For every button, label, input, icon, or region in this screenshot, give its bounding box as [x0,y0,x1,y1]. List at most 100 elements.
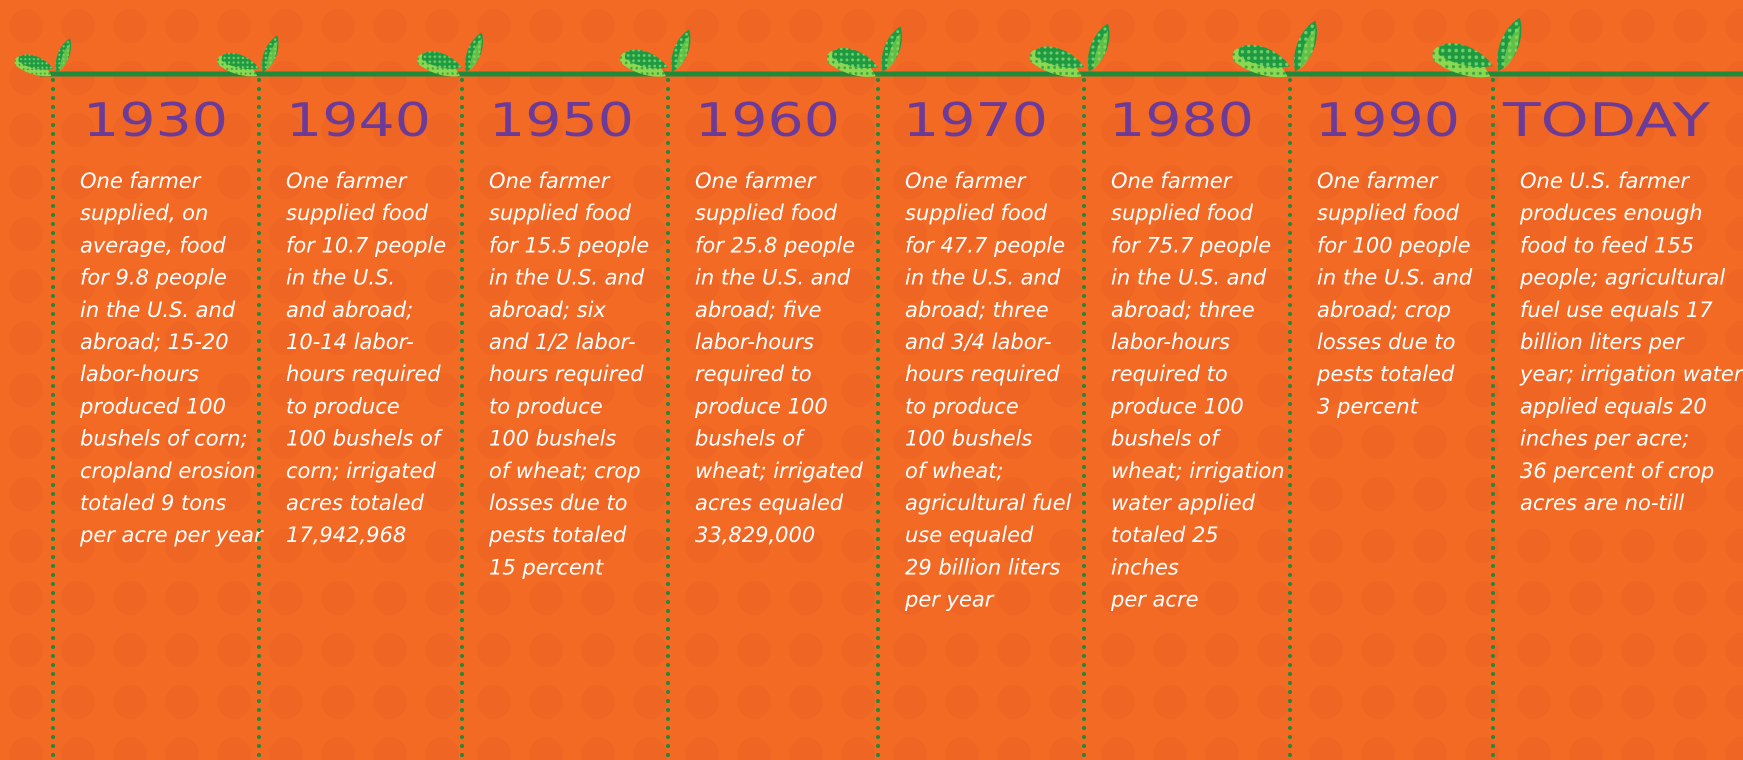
description-line: losses due to [1317,330,1455,354]
description-line: acres equaled [695,491,844,515]
description-line: 100 bushels [489,427,616,451]
description-line: abroad; crop [1317,298,1451,322]
description-line: year; irrigation water [1519,362,1743,386]
description-line: per acre per year [79,523,264,547]
description-line: bushels of corn; [80,427,248,451]
description-line: produces enough [1519,201,1703,225]
year-heading: 1970 [903,93,1048,147]
description-line: produced 100 [79,394,226,418]
description-line: 29 billion liters [905,555,1060,579]
description-line: applied equals 20 [1520,394,1707,418]
description-line: inches [1111,555,1179,579]
description-line: acres totaled [286,491,425,515]
description-line: abroad; five [695,298,822,322]
description-line: bushels of [695,427,806,451]
description-line: inches per acre; [1520,427,1689,451]
description-line: and 1/2 labor- [489,330,636,354]
description-line: labor-hours [80,362,199,386]
description-line: required to [695,362,812,386]
description-line: acres are no-till [1520,491,1684,515]
description-line: totaled 9 tons [80,491,226,515]
description-line: abroad; six [489,298,606,322]
description-line: required to [1111,362,1228,386]
description-line: for 75.7 people [1111,233,1271,257]
description-line: average, food [80,233,226,257]
description-line: produce 100 [1110,394,1244,418]
description-line: supplied, on [80,201,208,225]
description-line: supplied food [286,201,429,225]
description-line: 17,942,968 [286,523,406,547]
description-line: in the U.S. and [489,266,645,290]
description-line: and abroad; [286,298,413,322]
description-line: One farmer [695,169,817,193]
description-line: for 47.7 people [905,233,1065,257]
description-line: fuel use equals 17 [1520,298,1713,322]
description-line: bushels of [1111,427,1222,451]
description-line: cropland erosion [80,459,256,483]
description-line: in the U.S. and [1317,266,1473,290]
description-line: labor-hours [695,330,814,354]
description-line: of wheat; [905,459,1004,483]
description-line: 3 percent [1317,394,1419,418]
description-line: corn; irrigated [286,459,436,483]
description-line: supplied food [905,201,1048,225]
description-line: agricultural fuel [905,491,1072,515]
description-line: One farmer [1317,169,1439,193]
year-heading: 1950 [489,93,634,147]
description-line: in the U.S. and [905,266,1061,290]
description-line: 33,829,000 [695,523,815,547]
description-line: use equaled [905,523,1034,547]
description-line: supplied food [695,201,838,225]
description-line: per year [904,588,995,612]
description-line: in the U.S. and [80,298,236,322]
description-line: One farmer [489,169,611,193]
description-line: people; agricultural [1519,266,1725,290]
description-line: to produce [286,394,400,418]
description-line: 100 bushels of [286,427,444,451]
description-line: to produce [489,394,603,418]
description-line: per acre [1110,588,1199,612]
dot-pattern [0,0,1743,760]
timeline: 1930 One farmer supplied, on average, food f… [0,0,1743,760]
description-line: wheat; irrigation [1111,459,1285,483]
description-line: One farmer [905,169,1027,193]
description-line: water applied [1111,491,1256,515]
description-line: food to feed 155 [1520,233,1694,257]
description-line: for 100 people [1317,233,1471,257]
description-line: One farmer [80,169,202,193]
description-line: billion liters per [1520,330,1685,354]
description-line: for 15.5 people [489,233,649,257]
description-line: totaled 25 [1111,523,1219,547]
description-line: hours required [489,362,644,386]
description-line: One farmer [286,169,408,193]
year-heading: 1930 [83,93,228,147]
description-line: 10-14 labor- [286,330,414,354]
description-line: One farmer [1111,169,1233,193]
description-line: supplied food [1111,201,1254,225]
description-line: to produce [905,394,1019,418]
description-line: of wheat; crop [489,459,641,483]
year-heading: 1960 [695,93,840,147]
year-heading: 1990 [1315,93,1460,147]
description-line: hours required [286,362,441,386]
description-line: supplied food [1317,201,1460,225]
description-line: produce 100 [694,394,828,418]
description-line: and 3/4 labor- [905,330,1052,354]
description-line: abroad; 15-20 [80,330,229,354]
year-heading: 1980 [1109,93,1254,147]
description-line: 36 percent of crop [1520,459,1714,483]
description-line: abroad; three [1111,298,1255,322]
description-line: 15 percent [489,555,604,579]
description-line: for 25.8 people [695,233,855,257]
description-line: losses due to [489,491,627,515]
description-line: One U.S. farmer [1520,169,1690,193]
description-line: for 9.8 people [80,266,227,290]
description-line: in the U.S. and [695,266,851,290]
description-line: supplied food [489,201,632,225]
description-line: in the U.S. and [1111,266,1267,290]
description-line: in the U.S. [286,266,395,290]
description-line: hours required [905,362,1060,386]
description-line: 100 bushels [905,427,1032,451]
description-line: wheat; irrigated [695,459,864,483]
description-line: for 10.7 people [286,233,446,257]
